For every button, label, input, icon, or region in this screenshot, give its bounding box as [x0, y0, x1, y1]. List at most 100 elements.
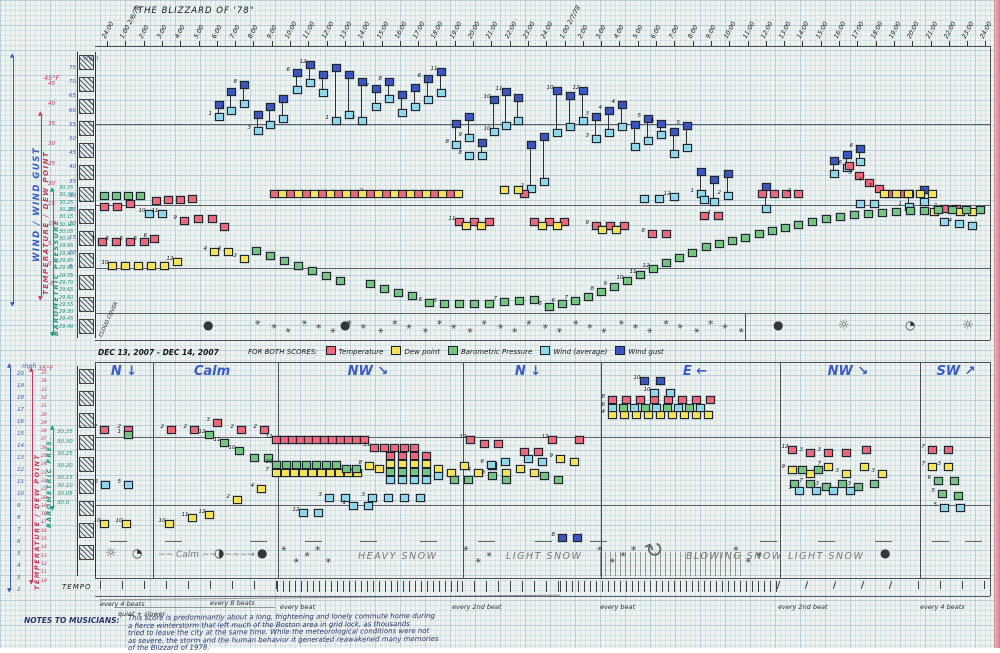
- dewpoint-note: [944, 463, 953, 471]
- note-number: 2: [787, 188, 792, 194]
- temp-scale-value: 0: [48, 261, 52, 267]
- snowflake-icon: *: [299, 317, 309, 332]
- wind-avg-note: [398, 476, 407, 484]
- time-tick: [399, 41, 401, 46]
- wind-avg-note: [400, 494, 409, 502]
- temperature-note: [650, 396, 659, 404]
- tempo-tick: [325, 581, 326, 592]
- pressure-note: [500, 298, 509, 306]
- wind-avg-note: [358, 117, 367, 125]
- pressure-note: [728, 237, 737, 245]
- dewpoint-note: [438, 190, 447, 198]
- rest-dash: [360, 541, 377, 542]
- time-label: 21:00: [924, 20, 940, 40]
- bottom-wind-scale-value: 19: [17, 383, 24, 389]
- note-number: 3: [247, 125, 252, 131]
- tempo-tick: [650, 581, 651, 592]
- note-number: 7: [564, 295, 569, 301]
- wind-avg-note: [652, 404, 661, 412]
- notes-heading: NOTES TO MUSICIANS:: [24, 616, 120, 625]
- note-number: 10: [643, 387, 651, 393]
- tempo-tick: [746, 581, 747, 592]
- dewpoint-note: [570, 458, 579, 466]
- tempo-annotation: every 2nd beat: [452, 603, 502, 611]
- sun-icon: ☼: [962, 318, 974, 333]
- note-number: 12: [265, 434, 273, 440]
- pressure-note: [808, 218, 817, 226]
- temperature-note: [875, 185, 884, 193]
- pressure-note: [322, 272, 331, 280]
- pressure-note: [741, 234, 750, 242]
- wind-axis-arrow: [13, 58, 14, 304]
- note-number: 6: [286, 67, 291, 73]
- dewpoint-note: [612, 226, 621, 234]
- time-tick: [692, 41, 694, 46]
- note-number: 3: [206, 417, 211, 423]
- note-number: 11: [495, 86, 503, 92]
- note-number: 12: [198, 429, 206, 435]
- pressure-scale-value: 29.45: [59, 316, 74, 323]
- pressure-note: [380, 285, 389, 293]
- wind-avg-note: [410, 476, 419, 484]
- bottom-staff-hatch: [77, 366, 96, 576]
- time-label: 18:00: [430, 20, 445, 40]
- wind-avg-note: [490, 128, 499, 136]
- bottom-pressure-axis-arrow: [53, 430, 54, 508]
- wind-avg-note: [956, 504, 965, 512]
- temperature-note: [386, 452, 395, 460]
- pressure-note: [597, 288, 606, 296]
- temperature-note: [865, 179, 874, 187]
- bottom-temp-scale-value: 28: [41, 429, 47, 435]
- temperature-note: [862, 446, 871, 454]
- wind-direction-header: N ↓: [514, 364, 542, 379]
- note-number: 3: [361, 492, 366, 498]
- pressure-note: [641, 404, 650, 412]
- bottom-pressure-scale-value: 30.20: [57, 463, 73, 469]
- wind-pair-stem: [595, 118, 596, 137]
- temperature-note: [782, 190, 791, 198]
- tempo-tick: [758, 581, 759, 592]
- time-tick: [473, 41, 474, 46]
- temperature-note: [480, 440, 489, 448]
- bottom-wind-scale-value: 15: [17, 431, 24, 437]
- bottom-temp-axis-arrow: [32, 372, 33, 582]
- note-number: 10: [101, 260, 109, 266]
- snowflake-icon: *: [324, 555, 333, 570]
- tempo-annotation: every beat: [600, 603, 636, 611]
- wind-avg-note: [478, 152, 487, 160]
- time-label: 9:00: [265, 24, 279, 40]
- wind-axis-arrowhead-up: ▲: [10, 52, 15, 59]
- note-number: 6: [551, 298, 556, 304]
- tempo-tick: [584, 581, 585, 592]
- note-number: 8: [378, 76, 383, 82]
- time-label: 13:00: [338, 20, 354, 40]
- temperature-note: [714, 212, 723, 220]
- note-number: 1: [690, 188, 695, 194]
- dewpoint-note: [134, 262, 143, 270]
- wind-pair-stem: [282, 100, 283, 117]
- pressure-note: [715, 240, 724, 248]
- bottom-staff-line-2: [95, 505, 990, 506]
- wind-gust-note: [372, 85, 381, 93]
- snowflake-icon: *: [373, 325, 385, 340]
- pressure-note: [282, 461, 291, 469]
- wind-scale-value: 10: [69, 249, 76, 256]
- tempo-tick: [415, 581, 416, 592]
- wind-avg-note: [465, 134, 474, 142]
- time-tick: [253, 41, 255, 46]
- time-label: 21:00: [485, 20, 500, 40]
- dewpoint-note: [326, 469, 335, 477]
- tempo-tick: [656, 581, 657, 592]
- dewpoint-note: [365, 462, 374, 470]
- bottom-temp-scale-value: 12: [41, 561, 47, 567]
- tempo-tick: [457, 581, 458, 592]
- pressure-scale-value: 29.85: [59, 258, 74, 264]
- tempo-tick: [283, 581, 284, 592]
- temperature-note: [608, 396, 617, 404]
- temperature-note: [113, 203, 122, 211]
- tempo-tick: [522, 581, 523, 592]
- dewpoint-note: [308, 469, 317, 477]
- dewpoint-note: [224, 248, 233, 256]
- top-staff-hatch: [77, 52, 96, 338]
- time-label: 19:00: [887, 20, 903, 40]
